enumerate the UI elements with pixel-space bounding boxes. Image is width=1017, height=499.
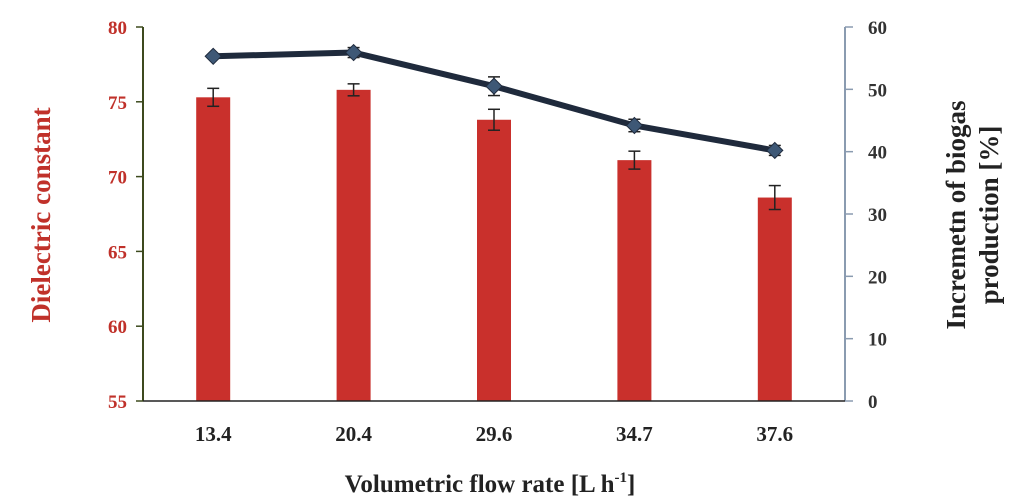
bar-2 bbox=[336, 89, 371, 401]
line-series bbox=[204, 43, 784, 160]
y-right-tick-label-0: 0 bbox=[868, 392, 878, 413]
bar-series bbox=[196, 83, 792, 401]
y-right-tick-label-20: 20 bbox=[868, 267, 887, 288]
y-left-tick-label-60: 60 bbox=[108, 317, 127, 338]
x-tick-label-1: 13.4 bbox=[195, 422, 232, 446]
y-left-tick-label-75: 75 bbox=[108, 93, 127, 114]
axes: 55 60 65 70 75 80 0 10 20 30 40 50 60 13.4 20.4 29.6 34.… bbox=[108, 18, 887, 446]
x-axis-label-end: ] bbox=[627, 471, 635, 498]
y-right-tick-label-60: 60 bbox=[868, 18, 887, 39]
y-axis-right-label-line2: production [%] bbox=[974, 126, 1004, 305]
y-right-tick-label-40: 40 bbox=[868, 143, 887, 164]
x-tick-label-4: 34.7 bbox=[616, 422, 653, 446]
x-tick-label-5: 37.6 bbox=[756, 422, 793, 446]
y-right-tick-label-30: 30 bbox=[868, 205, 887, 226]
line-point-2 bbox=[344, 43, 363, 62]
bar-5 bbox=[757, 197, 792, 401]
x-tick-label-2: 20.4 bbox=[335, 422, 372, 446]
y-right-tick-label-50: 50 bbox=[868, 80, 887, 101]
y-left-tick-label-80: 80 bbox=[108, 18, 127, 39]
bar-3 bbox=[477, 119, 511, 401]
x-tick-label-3: 29.6 bbox=[476, 422, 513, 446]
y-axis-right-label-line1: Incremetn of biogas bbox=[941, 101, 971, 330]
y-left-tick-label-65: 65 bbox=[108, 242, 127, 263]
x-axis-label-text: Volumetric flow rate [L h bbox=[345, 471, 615, 498]
line-point-3 bbox=[485, 77, 503, 95]
line-point-1 bbox=[204, 47, 222, 66]
bar-1 bbox=[196, 97, 231, 401]
y-left-tick-label-70: 70 bbox=[108, 168, 127, 189]
bar-4 bbox=[617, 160, 652, 401]
y-axis-left-label: Dielectric constant bbox=[26, 107, 56, 322]
line-point-5 bbox=[766, 141, 784, 160]
y-left-tick-label-55: 55 bbox=[108, 392, 127, 413]
y-right-tick-label-10: 10 bbox=[868, 330, 887, 351]
x-axis-label-superscript: -1 bbox=[615, 470, 628, 486]
line-point-4 bbox=[625, 116, 644, 135]
x-axis-label: Volumetric flow rate [L h-1] bbox=[345, 470, 636, 498]
